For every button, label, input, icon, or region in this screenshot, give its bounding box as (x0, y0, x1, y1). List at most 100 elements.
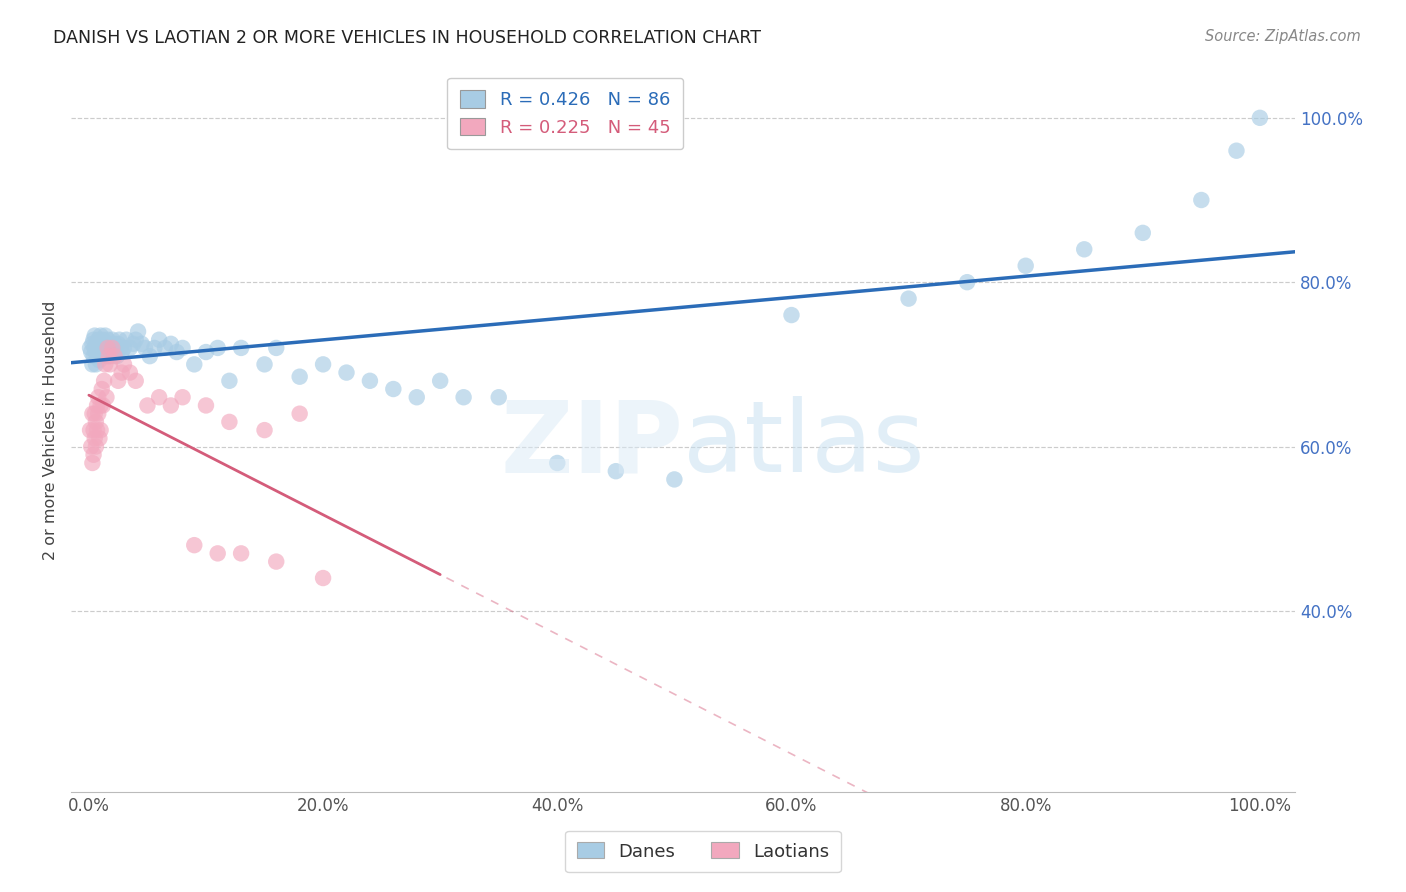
Point (79, 341, 101, 355)
Point (160, 336, 183, 351)
Point (86, 399, 108, 413)
Point (93, 336, 115, 351)
Point (218, 374, 240, 388)
Point (405, 390, 427, 404)
Point (79, 423, 101, 437)
Point (148, 390, 170, 404)
Point (780, 308, 803, 322)
Point (172, 341, 194, 355)
Point (218, 415, 240, 429)
Point (82, 456, 104, 470)
Point (207, 546, 229, 560)
Point (1073, 243, 1095, 257)
Point (90, 341, 112, 355)
Point (83, 407, 105, 421)
Point (429, 374, 451, 388)
Legend: R = 0.426   N = 86, R = 0.225   N = 45: R = 0.426 N = 86, R = 0.225 N = 45 (447, 78, 683, 150)
Point (1249, 111, 1271, 125)
Point (87, 390, 110, 404)
Point (312, 357, 335, 371)
Point (111, 366, 134, 380)
Point (125, 333, 148, 347)
Point (91, 333, 114, 347)
Point (115, 333, 138, 347)
Point (82, 336, 104, 351)
Point (160, 399, 183, 413)
Point (101, 333, 124, 347)
Point (90, 349, 112, 363)
Point (83, 349, 105, 363)
Point (94, 357, 117, 371)
Point (98, 357, 121, 371)
Point (229, 341, 252, 355)
Point (382, 382, 405, 396)
Legend: Danes, Laotians: Danes, Laotians (565, 830, 841, 872)
Point (84, 415, 107, 429)
Point (101, 341, 124, 355)
Point (288, 407, 311, 421)
Point (131, 336, 153, 351)
Point (89, 353, 111, 368)
Point (253, 357, 276, 371)
Point (89, 345, 111, 359)
Point (183, 357, 205, 371)
Point (107, 336, 129, 351)
Point (84, 345, 107, 359)
Point (87, 333, 110, 347)
Point (96, 349, 118, 363)
Point (86, 336, 108, 351)
Point (112, 341, 135, 355)
Point (110, 341, 132, 355)
Point (101, 341, 124, 355)
Point (91, 399, 114, 413)
Point (84, 357, 107, 371)
Point (91, 341, 114, 355)
Point (111, 345, 134, 359)
Point (229, 546, 252, 560)
Point (488, 390, 510, 404)
Point (83, 328, 105, 343)
Y-axis label: 2 or more Vehicles in Household: 2 or more Vehicles in Household (44, 301, 58, 560)
Text: DANISH VS LAOTIAN 2 OR MORE VEHICLES IN HOUSEHOLD CORRELATION CHART: DANISH VS LAOTIAN 2 OR MORE VEHICLES IN … (53, 29, 762, 46)
Point (86, 423, 108, 437)
Point (122, 336, 145, 351)
Point (90, 423, 112, 437)
Point (108, 333, 131, 347)
Point (94, 328, 117, 343)
Point (253, 423, 276, 437)
Point (134, 341, 156, 355)
Point (897, 292, 920, 306)
Point (359, 374, 381, 388)
Point (84, 440, 107, 454)
Point (90, 328, 112, 343)
Point (335, 366, 357, 380)
Point (82, 357, 104, 371)
Point (89, 431, 111, 445)
Point (83, 431, 105, 445)
Point (136, 399, 159, 413)
Point (87, 407, 110, 421)
Point (96, 390, 118, 404)
Point (90, 336, 112, 351)
Point (97, 333, 120, 347)
Point (83, 341, 105, 355)
Point (148, 333, 170, 347)
Point (453, 390, 475, 404)
Point (288, 369, 311, 384)
Point (1132, 226, 1154, 240)
Point (83, 423, 105, 437)
Point (87, 341, 110, 355)
Point (207, 341, 229, 355)
Point (83, 448, 105, 462)
Point (1015, 259, 1038, 273)
Point (1225, 144, 1247, 158)
Point (82, 407, 104, 421)
Text: atlas: atlas (683, 396, 925, 493)
Point (97, 341, 120, 355)
Point (83, 333, 105, 347)
Point (80, 440, 103, 454)
Point (107, 374, 129, 388)
Point (90, 399, 112, 413)
Point (118, 341, 141, 355)
Point (93, 345, 115, 359)
